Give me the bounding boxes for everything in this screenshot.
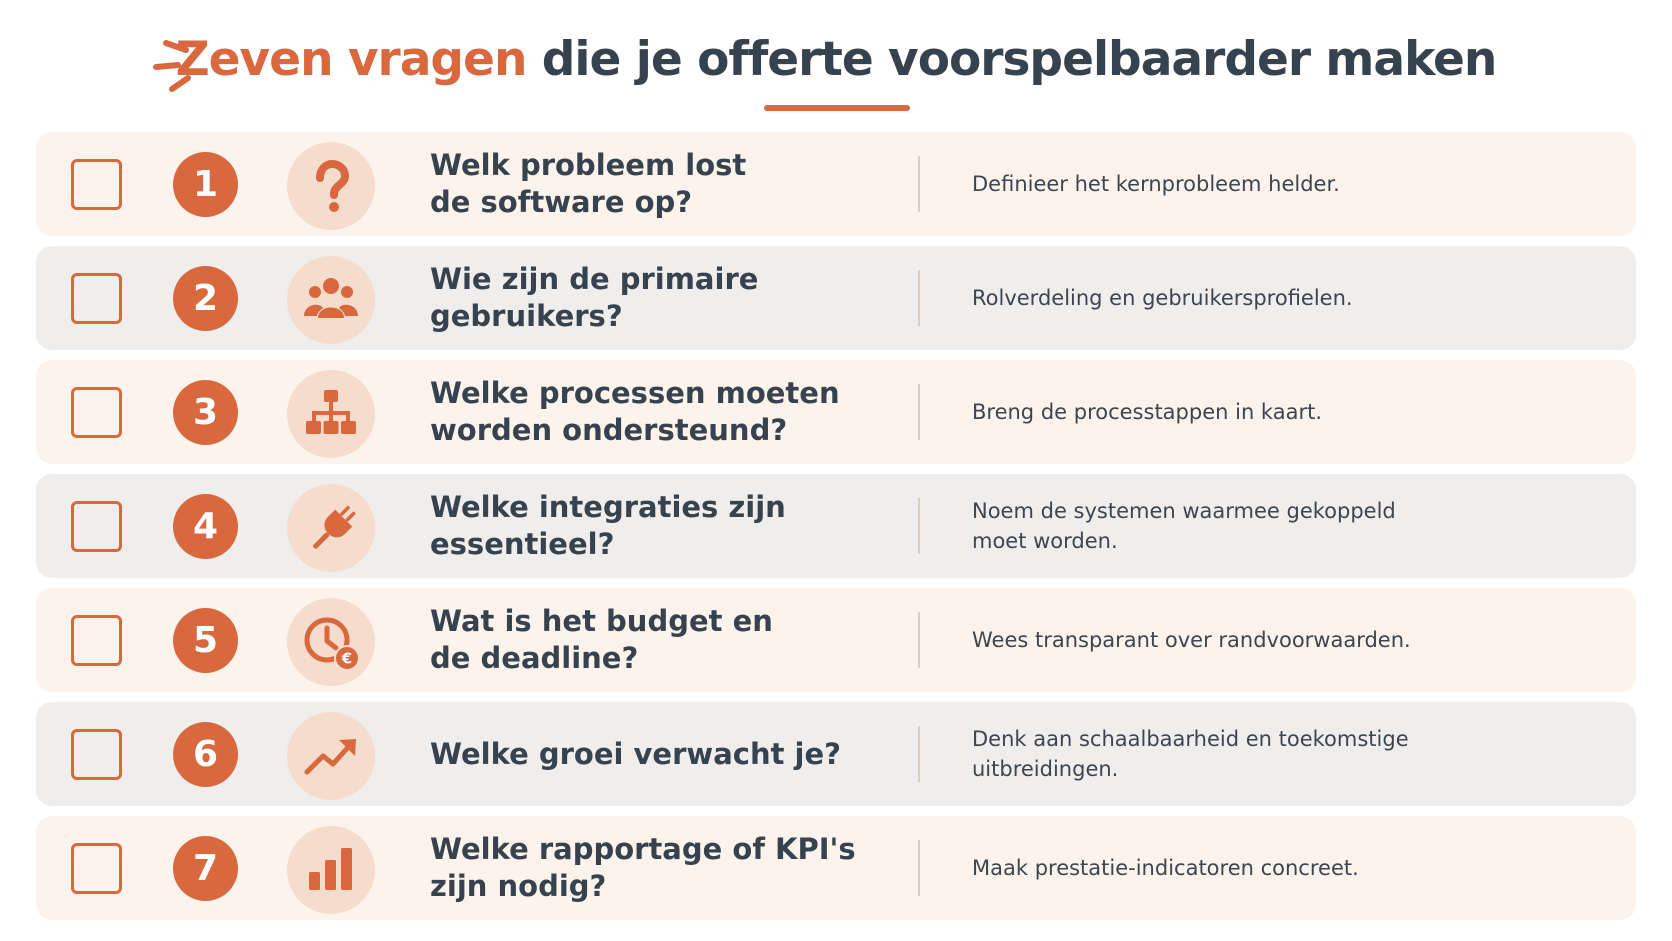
questions-list: 1 Welk probleem lost de software op? Def… <box>36 132 1636 930</box>
page-header: Zeven vragen die je offerte voorspelbaar… <box>0 28 1672 128</box>
number-badge: 5 <box>173 608 238 673</box>
description-text: Wees transparant over randvoorwaarden. <box>972 628 1411 652</box>
question-text: Welke rapportage of KPI's zijn nodig? <box>430 832 856 903</box>
page-title: Zeven vragen die je offerte voorspelbaar… <box>175 28 1498 92</box>
question-row-3: 3 Welke processen moeten worden onderste… <box>36 360 1636 464</box>
divider <box>918 156 920 212</box>
checkbox[interactable] <box>71 501 122 552</box>
question-text: Wie zijn de primaire gebruikers? <box>430 262 759 333</box>
divider <box>918 840 920 896</box>
number-badge: 6 <box>173 722 238 787</box>
question-row-4: 4 Welke integraties zijn essentieel? Noe… <box>36 474 1636 578</box>
divider <box>918 498 920 554</box>
question-row-1: 1 Welk probleem lost de software op? Def… <box>36 132 1636 236</box>
users-icon <box>287 256 375 344</box>
question-text: Welke groei verwacht je? <box>430 736 841 771</box>
checkbox[interactable] <box>71 729 122 780</box>
question-row-2: 2 Wie zijn de primaire gebruikers? Rolve… <box>36 246 1636 350</box>
question-mark-icon <box>287 142 375 230</box>
checkbox[interactable] <box>71 387 122 438</box>
checkbox[interactable] <box>71 273 122 324</box>
number-badge: 3 <box>173 380 238 445</box>
checkbox[interactable] <box>71 843 122 894</box>
question-row-6: 6 Welke groei verwacht je? Denk aan scha… <box>36 702 1636 806</box>
number-badge: 4 <box>173 494 238 559</box>
burst-icon <box>153 40 191 92</box>
description-text: Definieer het kernprobleem helder. <box>972 172 1340 196</box>
title-underline <box>764 105 910 111</box>
org-chart-icon <box>287 370 375 458</box>
divider <box>918 384 920 440</box>
clock-euro-icon: € <box>287 598 375 686</box>
question-text: Welk probleem lost de software op? <box>430 148 747 219</box>
description-text: Noem de systemen waarmee gekoppeld moet … <box>972 499 1396 553</box>
divider <box>918 612 920 668</box>
question-row-7: 7 Welke rapportage of KPI's zijn nodig? … <box>36 816 1636 920</box>
number-badge: 2 <box>173 266 238 331</box>
description-text: Denk aan schaalbaarheid en toekomstige u… <box>972 727 1409 781</box>
bar-chart-icon <box>287 826 375 914</box>
description-text: Breng de processtappen in kaart. <box>972 400 1322 424</box>
title-accent: Zeven vragen <box>175 32 528 87</box>
svg-text:€: € <box>341 650 352 668</box>
checkbox[interactable] <box>71 159 122 210</box>
question-text: Wat is het budget en de deadline? <box>430 604 773 675</box>
number-badge: 7 <box>173 836 238 901</box>
title-rest: die je offerte voorspelbaarder maken <box>526 32 1498 87</box>
divider <box>918 270 920 326</box>
trend-up-icon <box>287 712 375 800</box>
plug-icon <box>287 484 375 572</box>
question-text: Welke processen moeten worden ondersteun… <box>430 376 840 447</box>
description-text: Rolverdeling en gebruikersprofielen. <box>972 286 1353 310</box>
divider <box>918 726 920 782</box>
number-badge: 1 <box>173 152 238 217</box>
checkbox[interactable] <box>71 615 122 666</box>
description-text: Maak prestatie-indicatoren concreet. <box>972 856 1359 880</box>
question-text: Welke integraties zijn essentieel? <box>430 490 786 561</box>
question-row-5: 5 € Wat is het budget en de deadline? We… <box>36 588 1636 692</box>
